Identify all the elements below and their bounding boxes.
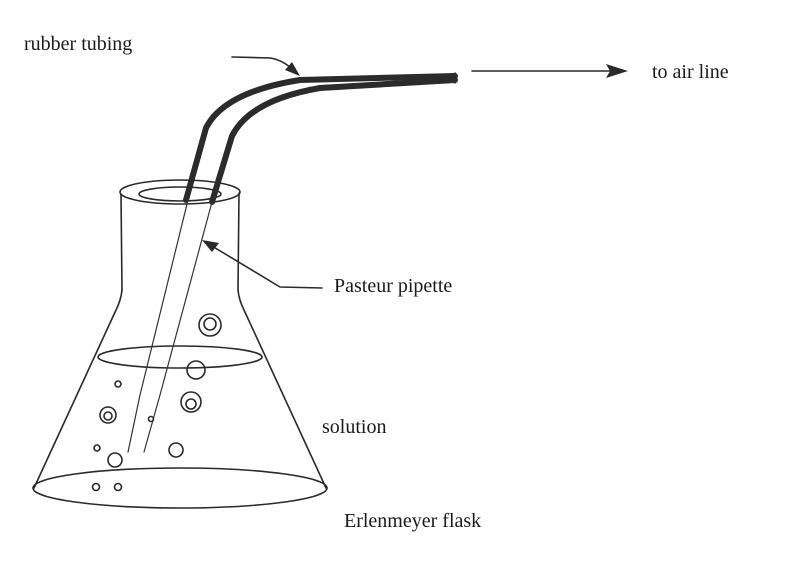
tubing-pointer-head [285,62,300,76]
label-erlenmeyer-flask: Erlenmeyer flask [344,510,481,532]
pipette-wall-left [139,199,189,396]
pipette-pointer-line [211,245,323,289]
flask-neck-right [237,192,240,291]
flask-rim-outer [119,179,241,205]
bubble [185,398,197,410]
bubble [93,444,101,452]
solution-surface [97,345,263,369]
rubber-tubing [183,72,458,205]
pipette-tip-right [143,394,161,453]
bubble [114,380,122,388]
tubing-outer-wall [183,73,458,203]
bubble [99,406,117,424]
bubble [186,360,206,380]
pipette-wall-right [159,201,213,396]
bubble [113,482,123,492]
pasteur-pipette [127,199,213,453]
bubble [180,391,202,413]
bubble [203,317,217,331]
bubble [168,442,184,458]
label-air-line: to air line [652,61,729,83]
flask-body-right [237,289,327,489]
flask-neck-left [120,193,123,291]
label-solution: solution [322,416,386,438]
solution-surface-ellipse [97,345,263,369]
flask-base [32,467,328,509]
pipette-tip-left [127,394,141,453]
pointer-arrows [202,56,628,289]
label-rubber-tubing: rubber tubing [24,33,132,55]
label-pasteur-pipette: Pasteur pipette [334,275,452,297]
air-bubbles [91,313,222,492]
tubing-inner-wall [209,77,458,205]
bubble [107,452,123,468]
bubble [91,482,101,492]
pipette-pointer-head [202,240,219,252]
flask-body-left [33,289,123,489]
air-line-arrow-head [606,64,628,78]
bubble [147,415,155,423]
bubble [198,313,222,337]
bubble [103,411,113,421]
flask-rim-inner [138,186,222,202]
erlenmeyer-flask [32,179,328,509]
